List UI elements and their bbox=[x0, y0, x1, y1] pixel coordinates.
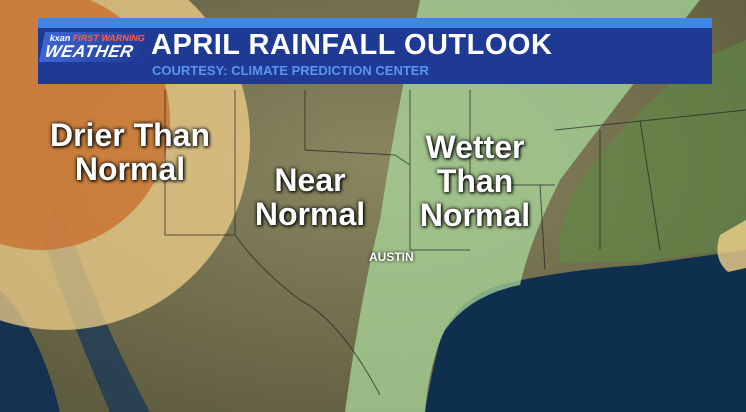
drier-label: Drier Than Normal bbox=[49, 117, 211, 187]
city-austin: AUSTIN bbox=[369, 250, 414, 264]
drier-zone-east bbox=[717, 220, 746, 272]
page-title: APRIL RAINFALL OUTLOOK bbox=[151, 29, 553, 61]
near-normal-label: Near Normal bbox=[254, 162, 366, 232]
station-logo: kxan FIRST WARNING WEATHER bbox=[38, 32, 148, 62]
subtitle: COURTESY: CLIMATE PREDICTION CENTER bbox=[152, 63, 429, 78]
wetter-label: Wetter Than Normal bbox=[419, 129, 531, 233]
banner-top-strip bbox=[38, 18, 712, 28]
state-borders bbox=[164, 90, 746, 396]
header-banner: kxan FIRST WARNING WEATHER APRIL RAINFAL… bbox=[38, 18, 712, 84]
gulf-of-mexico bbox=[425, 250, 746, 412]
wetter-zone-east bbox=[559, 40, 746, 262]
banner-bar bbox=[38, 28, 712, 84]
logo-weather: WEATHER bbox=[43, 42, 136, 61]
wetter-zone bbox=[345, 0, 700, 412]
